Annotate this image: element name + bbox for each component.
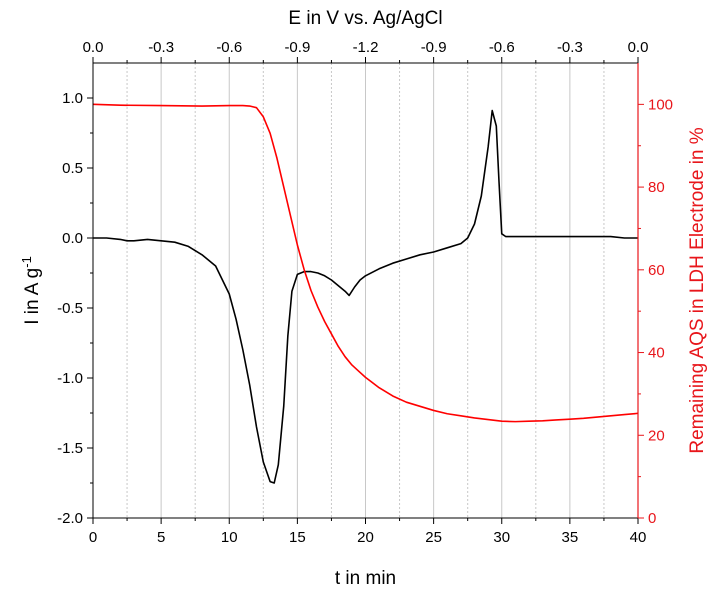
axes bbox=[87, 57, 644, 524]
y-right-tick-label: 20 bbox=[648, 427, 665, 444]
y-left-tick-label: 1.0 bbox=[62, 90, 83, 107]
y-left-tick-label: 0.5 bbox=[62, 160, 83, 177]
x-tick-label: 35 bbox=[562, 529, 579, 546]
labels: 0 5 10 15 20 25 30 35 40 0.0 -0.3 -0.6 -0.9 -1.2 -0.9 -… bbox=[19, 8, 708, 589]
x-tick-label: 30 bbox=[493, 529, 510, 546]
top-tick-label: -0.9 bbox=[284, 39, 310, 56]
x-tick-label: 0 bbox=[89, 529, 97, 546]
x-axis-title: t in min bbox=[335, 568, 396, 589]
remaining-aqs-series-line bbox=[92, 103, 639, 423]
y-right-tick-label: 60 bbox=[648, 262, 665, 279]
current-series-line bbox=[93, 109, 638, 484]
top-tick-label: -0.3 bbox=[148, 39, 174, 56]
x-tick-label: 25 bbox=[425, 529, 442, 546]
y-left-tick-label: -1.5 bbox=[57, 440, 83, 457]
y-right-tick-label: 0 bbox=[648, 510, 656, 527]
x-tick-label: 40 bbox=[630, 529, 647, 546]
y-left-tick-label: -1.0 bbox=[57, 370, 83, 387]
top-tick-label: -1.2 bbox=[353, 39, 379, 56]
top-tick-label: 0.0 bbox=[628, 39, 649, 56]
top-tick-label: -0.9 bbox=[421, 39, 447, 56]
top-tick-label: 0.0 bbox=[83, 39, 104, 56]
y-left-tick-label: 0.0 bbox=[62, 230, 83, 247]
y-left-axis-title: I in A g-1 bbox=[19, 256, 43, 325]
y-right-tick-label: 40 bbox=[648, 345, 665, 362]
y-right-tick-label: 80 bbox=[648, 179, 665, 196]
x-tick-label: 5 bbox=[157, 529, 165, 546]
x-tick-label: 15 bbox=[289, 529, 306, 546]
top-tick-label: -0.6 bbox=[216, 39, 242, 56]
x-tick-label: 20 bbox=[357, 529, 374, 546]
series-layer bbox=[92, 103, 639, 484]
y-right-tick-label: 100 bbox=[648, 96, 673, 113]
y-left-tick-label: -2.0 bbox=[57, 510, 83, 527]
grid bbox=[126, 63, 605, 518]
top-tick-label: -0.6 bbox=[489, 39, 515, 56]
top-tick-label: -0.3 bbox=[557, 39, 583, 56]
y-left-tick-label: -0.5 bbox=[57, 300, 83, 317]
y-right-axis-title: Remaining AQS in LDH Electrode in % bbox=[687, 127, 708, 453]
x-tick-label: 10 bbox=[221, 529, 238, 546]
top-axis-title: E in V vs. Ag/AgCl bbox=[288, 8, 442, 29]
